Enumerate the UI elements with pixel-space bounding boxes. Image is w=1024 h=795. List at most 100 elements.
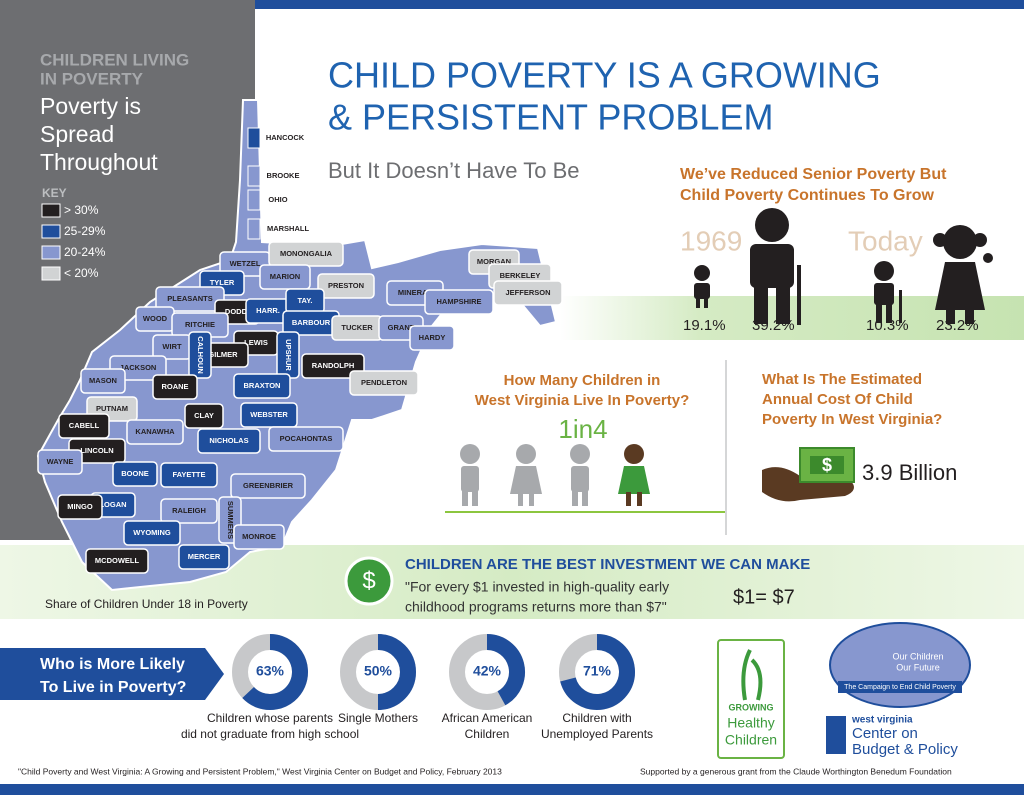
county-label: MARION [270,272,300,281]
county-label: TAY. [297,296,312,305]
county-label: PRESTON [328,281,364,290]
key-swatch [41,224,61,239]
county-label: MASON [89,376,117,385]
subtitle: But It Doesn’t Have To Be [328,158,580,183]
logo-text: west virginia [851,715,913,726]
county [160,498,218,524]
county-label: PENDLETON [361,378,407,387]
county-label: DODD. [225,307,249,316]
top-bar [255,0,1024,9]
donut-label: 50% [364,663,393,679]
trend-stat: 19.1% [683,317,726,334]
county-label: TYLER [210,278,235,287]
highlight-child [618,444,650,506]
key-swatch [41,266,61,281]
county [197,428,261,454]
county [112,461,158,487]
county-label: MERCER [188,552,221,561]
county-label: LOGAN [99,500,126,509]
donut-heading: To Live in Poverty? [40,679,186,696]
county [349,370,419,396]
county [152,374,198,400]
logo-text: GROWING [729,702,774,712]
question-arrow [0,648,224,700]
county-label: ROANE [161,382,188,391]
donut-caption: Unemployed Parents [541,727,653,741]
key-label: < 20% [64,266,99,280]
county-label: BERKELEY [500,271,541,280]
logo-text: Children [725,732,777,748]
donut-arc [377,634,416,710]
county [259,264,311,290]
logo-plant [741,649,763,701]
donut-label: 71% [583,663,612,679]
figures-1969 [694,208,801,325]
county-label: KANAWHA [135,427,175,436]
county-label: MINGO [67,502,93,511]
key-title: KEY [42,186,67,200]
county [123,520,181,546]
county-label: GRANT [388,323,415,332]
cost-question: What Is The Estimated [762,371,922,388]
ratio-question: West Virginia Live In Poverty? [475,392,690,409]
county-label: WEBSTER [250,410,288,419]
county [184,403,224,429]
county [301,353,365,379]
county [80,368,126,394]
county-label: HARDY [419,333,446,342]
trend-year: Today [848,225,923,256]
county-label: WETZEL [230,259,261,268]
county-label: HARR. [256,306,280,315]
county [178,544,230,570]
county-label: GILMER [208,350,238,359]
logo-text: Healthy [727,715,774,731]
donut-arc [560,634,635,710]
county [58,413,110,439]
county-label: TUCKER [341,323,373,332]
main-title: CHILD POVERTY IS A GROWING [328,55,881,96]
ratio-answer: 1in4 [558,414,607,444]
county-label: OHIO [268,195,287,204]
county-label: CABELL [69,421,100,430]
donut-heading: Who is More Likely [40,656,185,673]
sidebar-heading: IN POVERTY [40,69,144,88]
county [188,331,212,379]
county [268,426,344,452]
county-label: RANDOLPH [312,361,355,370]
county [247,127,261,149]
county-label: MONROE [242,532,276,541]
logo-text: Budget & Policy [852,741,958,758]
cost-symbol: $ [822,455,832,475]
county [85,548,149,574]
county-label: JEFFERSON [505,288,550,297]
county-label: WYOMING [133,528,171,537]
hand-icon [762,467,854,502]
cost-question: Annual Cost Of Child [762,391,913,408]
logo-text: The Campaign to End Child Poverty [844,684,956,691]
county-label: PUTNAM [96,404,128,413]
donut-arc [242,634,308,710]
cost-amount: 3.9 Billion [862,460,957,485]
county-label: MCDOWELL [95,556,140,565]
county-label: LEWIS [244,338,268,347]
county [233,524,285,550]
donut-caption: Children with [562,711,631,725]
county-label: BOONE [121,469,149,478]
county [409,325,455,351]
main-title: & PERSISTENT PROBLEM [328,97,773,138]
county-label: UPSHUR [284,339,293,371]
center-logo [826,716,846,754]
county-label: MARSHALL [267,224,309,233]
logo-text: Center on [852,725,918,742]
investment-quote: "For every $1 invested in high-quality e… [405,579,669,595]
key-label: > 30% [64,203,99,217]
county-label: MONONGALIA [280,249,333,258]
dollar-badge [344,556,394,606]
donut-caption: Children whose parents [207,711,333,725]
county-label: MINERAL [398,288,433,297]
sidebar-title: Throughout [40,149,158,175]
county [57,494,103,520]
donut-caption: Children [465,727,510,741]
